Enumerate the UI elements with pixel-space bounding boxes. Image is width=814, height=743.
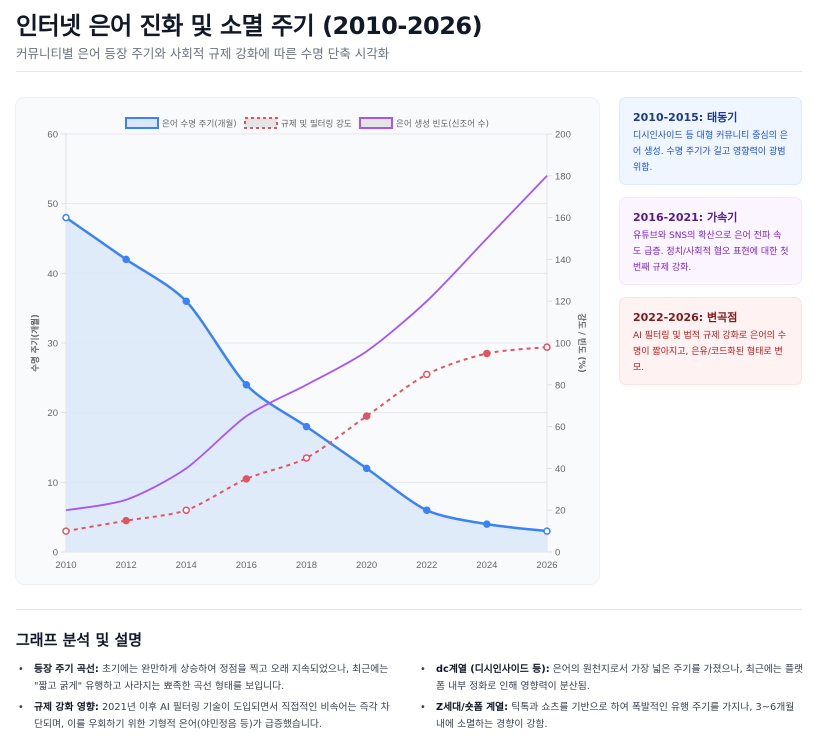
card-text: 디시인사이드 등 대형 커뮤니티 중심의 은어 생성. 수명 주기가 길고 영향… xyxy=(633,131,789,173)
bullet-label: 규제 강화 영향: xyxy=(34,702,99,713)
x-tick-label: 2016 xyxy=(236,560,257,571)
left-tick-label: 20 xyxy=(47,408,58,419)
x-tick-label: 2012 xyxy=(116,560,137,571)
series-line xyxy=(65,175,548,512)
right-tick-label: 80 xyxy=(555,380,566,391)
right-tick-label: 0 xyxy=(555,548,560,559)
right-tick-label: 140 xyxy=(555,255,571,266)
chart-card: 0 10 20 30 40 50 60 0 20 40 60 80 100 120 140 160 180 20… xyxy=(15,97,600,585)
page-title: 인터넷 은어 진화 및 소멸 주기 (2010-2026) xyxy=(16,12,483,40)
card-title: 2022-2026: 변곡점 xyxy=(633,311,738,324)
data-point xyxy=(483,520,491,528)
analysis-column-left: • 등장 주기 곡선: 초기에는 완만하게 상승하여 정점을 찍고 오래 지속되… xyxy=(16,661,396,737)
left-tick-label: 50 xyxy=(47,199,58,210)
x-tick-label: 2018 xyxy=(296,560,317,571)
legend-label: 규제 및 필터링 강도 xyxy=(281,119,352,130)
bullet-icon: • xyxy=(420,702,426,713)
bullet-icon: • xyxy=(18,702,24,713)
bullet-icon: • xyxy=(18,664,24,675)
data-point xyxy=(543,343,551,351)
data-point xyxy=(423,370,431,379)
bullet-label: 등장 주기 곡선: xyxy=(34,664,99,675)
x-axis-ticks: 2010 2012 2014 2016 2018 2020 2022 2024 2026 xyxy=(55,560,557,571)
right-axis-title: 강도 / 빈도 (%) xyxy=(576,313,587,373)
right-tick-label: 120 xyxy=(555,297,571,308)
analysis-bullet: • Z세대/숏폼 계열: 틱톡과 쇼츠를 기반으로 하여 폭발적인 유행 주기를… xyxy=(418,699,804,733)
bullet-label: dc계열 (디시인사이드 등): xyxy=(436,664,550,675)
line-chart: 0 10 20 30 40 50 60 0 20 40 60 80 100 120 140 160 180 20… xyxy=(30,117,587,571)
series-markers xyxy=(62,213,551,535)
right-axis-ticks: 0 20 40 60 80 100 120 140 160 180 200 xyxy=(555,130,571,559)
data-point xyxy=(182,506,190,514)
data-point xyxy=(302,422,311,431)
left-tick-label: 0 xyxy=(53,548,58,559)
data-point xyxy=(362,412,371,420)
analysis-bullet: • 규제 강화 영향: 2021년 이후 AI 필터링 기술이 도입되면서 직접… xyxy=(16,699,396,733)
left-axis-ticks: 0 10 20 30 40 50 60 xyxy=(47,130,58,559)
chart-legend: 은어 수명 주기(개월) 규제 및 필터링 강도 은어 생성 빈도(신조어 수) xyxy=(125,117,489,130)
data-point xyxy=(182,297,190,305)
left-tick-label: 30 xyxy=(47,339,58,350)
period-card-emergence: 2010-2015: 태동기 디시인사이드 등 대형 커뮤니티 중심의 은어 생… xyxy=(619,97,802,185)
page-subtitle: 커뮤니티별 은어 등장 주기와 사회적 규제 강화에 따른 수명 단축 시각화 xyxy=(16,46,390,61)
data-point xyxy=(543,527,551,535)
data-point xyxy=(122,255,130,264)
data-point xyxy=(62,213,70,222)
left-axis-title: 수명 주기(개월) xyxy=(30,314,41,372)
card-text: 유튜브와 SNS의 확산으로 은어 전파 속도 급증. 정치/사회적 혐오 표현… xyxy=(633,231,789,273)
period-cards: 2010-2015: 태동기 디시인사이드 등 대형 커뮤니티 중심의 은어 생… xyxy=(619,97,802,397)
series-line xyxy=(65,346,548,533)
x-tick-label: 2026 xyxy=(536,560,557,571)
bullet-text: 초기에는 완만하게 상승하여 정점을 찍고 오래 지속되었으나, 최근에는 "짧… xyxy=(34,664,389,692)
data-point xyxy=(423,506,431,514)
data-point xyxy=(302,454,311,462)
analysis-column-right: • dc계열 (디시인사이드 등): 은어의 원천지로서 가장 넓은 주기를 가… xyxy=(418,661,804,737)
bullet-text: 틱톡과 쇼츠를 기반으로 하여 폭발적인 유행 주기를 가지나, 3~6개월 내… xyxy=(436,702,795,730)
right-tick-label: 60 xyxy=(555,422,566,433)
bullet-icon: • xyxy=(420,664,426,675)
series-line xyxy=(65,216,548,533)
legend-label: 은어 수명 주기(개월) xyxy=(162,119,237,130)
x-tick-label: 2022 xyxy=(416,560,437,571)
x-tick-label: 2024 xyxy=(476,560,497,571)
left-tick-label: 60 xyxy=(47,130,58,141)
right-tick-label: 40 xyxy=(555,464,566,475)
card-title: 2010-2015: 태동기 xyxy=(633,111,738,124)
legend-label: 은어 생성 빈도(신조어 수) xyxy=(396,119,489,130)
data-point xyxy=(242,381,251,389)
header-divider xyxy=(16,71,802,72)
legend-swatch xyxy=(359,117,393,129)
x-tick-label: 2014 xyxy=(176,560,197,571)
right-tick-label: 180 xyxy=(555,171,571,182)
left-tick-label: 10 xyxy=(47,478,58,489)
bullet-text: 은어의 원천지로서 가장 넓은 주기를 가졌으나, 최근에는 플랫폼 내부 정화… xyxy=(436,664,803,692)
right-tick-label: 160 xyxy=(555,213,571,224)
right-tick-label: 100 xyxy=(555,339,571,350)
right-tick-label: 20 xyxy=(555,506,566,517)
legend-swatch xyxy=(244,117,278,129)
x-tick-label: 2010 xyxy=(55,560,76,571)
analysis-bullet: • dc계열 (디시인사이드 등): 은어의 원천지로서 가장 넓은 주기를 가… xyxy=(418,661,804,695)
card-title: 2016-2021: 가속기 xyxy=(633,211,738,224)
bullet-label: Z세대/숏폼 계열: xyxy=(436,702,509,713)
analysis-title: 그래프 분석 및 설명 xyxy=(16,631,143,649)
period-card-inflection: 2022-2026: 변곡점 AI 필터링 및 법적 규제 강화로 은어의 수명… xyxy=(619,297,802,385)
period-card-acceleration: 2016-2021: 가속기 유튜브와 SNS의 확산으로 은어 전파 속도 급… xyxy=(619,197,802,285)
data-point xyxy=(483,349,491,358)
data-point xyxy=(362,464,371,473)
analysis-bullet: • 등장 주기 곡선: 초기에는 완만하게 상승하여 정점을 찍고 오래 지속되… xyxy=(16,661,396,695)
x-tick-label: 2020 xyxy=(356,560,377,571)
legend-swatch xyxy=(125,117,159,129)
bullet-text: 2021년 이후 AI 필터링 기술이 도입되면서 직접적인 비속어는 즉각 차… xyxy=(34,702,390,730)
data-point xyxy=(242,475,251,483)
left-tick-label: 40 xyxy=(47,269,58,280)
data-point xyxy=(122,516,130,525)
right-tick-label: 200 xyxy=(555,130,571,141)
series-lines xyxy=(65,175,548,533)
section-divider xyxy=(16,609,802,610)
card-text: AI 필터링 및 법적 규제 강화로 은어의 수명이 짧아지고, 은유/코드화된… xyxy=(633,331,787,373)
data-point xyxy=(62,527,70,535)
